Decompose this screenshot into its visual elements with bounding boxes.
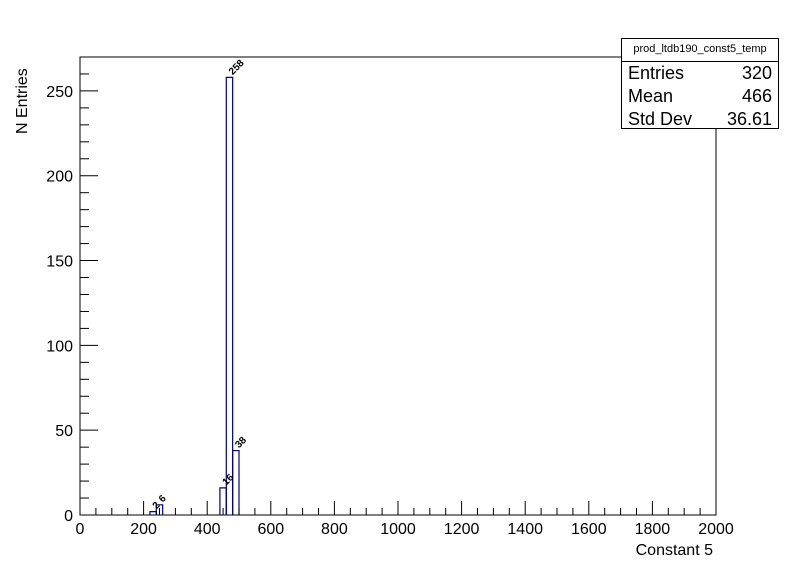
stats-value: 320 [741, 63, 772, 83]
bin-data-label: 6 [157, 493, 169, 505]
y-tick-label: 50 [55, 423, 73, 440]
stats-title: prod_ltdb190_const5_temp [622, 39, 778, 62]
stats-value: 466 [741, 86, 772, 106]
y-tick-label: 200 [46, 169, 73, 186]
x-tick-label: 1200 [444, 521, 480, 538]
x-tick-label: 400 [194, 521, 221, 538]
histogram-bin [149, 511, 157, 515]
bin-data-label: 16 [221, 472, 237, 488]
x-tick-label: 200 [130, 521, 157, 538]
y-tick-label: 0 [64, 508, 73, 525]
x-axis-title: Constant 5 [636, 542, 713, 559]
stats-row-stddev: Std Dev 36.61 [622, 108, 778, 131]
y-axis-title: N Entries [14, 68, 31, 134]
x-tick-label: 0 [76, 521, 85, 538]
x-tick-label: 800 [321, 521, 348, 538]
y-tick-label: 150 [46, 254, 73, 271]
stats-label: Mean [628, 86, 674, 106]
y-tick-label: 250 [46, 84, 73, 101]
stats-value: 36.61 [726, 109, 772, 129]
stats-row-mean: Mean 466 [622, 85, 778, 108]
stats-label: Entries [628, 63, 685, 83]
stats-label: Std Dev [628, 109, 693, 129]
bin-data-label: 258 [227, 58, 247, 78]
histogram-bin [155, 504, 164, 515]
x-tick-label: 2000 [698, 521, 734, 538]
x-tick-label: 1800 [635, 521, 671, 538]
histogram-bin [232, 449, 240, 515]
x-tick-label: 600 [257, 521, 284, 538]
histogram-bin [225, 76, 234, 515]
y-tick-label: 100 [46, 338, 73, 355]
stats-box: prod_ltdb190_const5_temp Entries 320 Mea… [621, 38, 779, 129]
bin-data-label: 38 [233, 435, 249, 451]
x-tick-label: 1600 [571, 521, 607, 538]
x-tick-label: 1400 [507, 521, 543, 538]
x-tick-label: 1000 [380, 521, 416, 538]
stats-row-entries: Entries 320 [622, 62, 778, 85]
